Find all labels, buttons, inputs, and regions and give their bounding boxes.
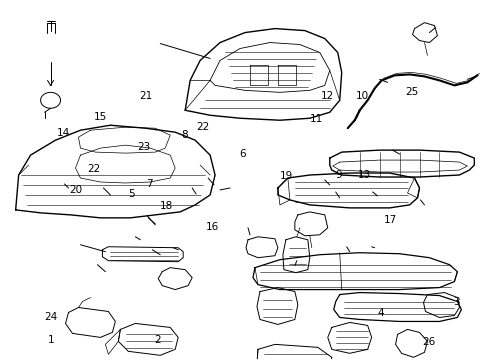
Text: 23: 23: [137, 142, 150, 152]
Text: 17: 17: [384, 215, 397, 225]
Text: 12: 12: [320, 91, 333, 101]
Text: 8: 8: [182, 130, 188, 140]
Text: 7: 7: [146, 179, 152, 189]
Text: 15: 15: [94, 112, 107, 122]
Text: 4: 4: [377, 308, 384, 318]
Text: 2: 2: [154, 335, 161, 345]
Text: 1: 1: [47, 335, 54, 345]
Text: 20: 20: [70, 185, 82, 195]
Text: 10: 10: [355, 91, 368, 101]
Text: 5: 5: [128, 189, 134, 199]
Text: 25: 25: [404, 87, 418, 97]
Text: 19: 19: [279, 171, 292, 181]
Text: 6: 6: [239, 149, 246, 159]
Text: 11: 11: [309, 114, 323, 124]
Text: 18: 18: [160, 201, 173, 211]
Text: 3: 3: [452, 297, 459, 307]
Text: 22: 22: [87, 163, 101, 174]
Text: 9: 9: [335, 170, 341, 180]
Text: 14: 14: [57, 128, 70, 138]
Text: 26: 26: [421, 337, 434, 347]
Text: 22: 22: [196, 122, 209, 132]
Text: 16: 16: [206, 222, 219, 232]
Text: 21: 21: [139, 91, 152, 101]
Text: 13: 13: [357, 170, 370, 180]
Text: 24: 24: [44, 312, 58, 322]
